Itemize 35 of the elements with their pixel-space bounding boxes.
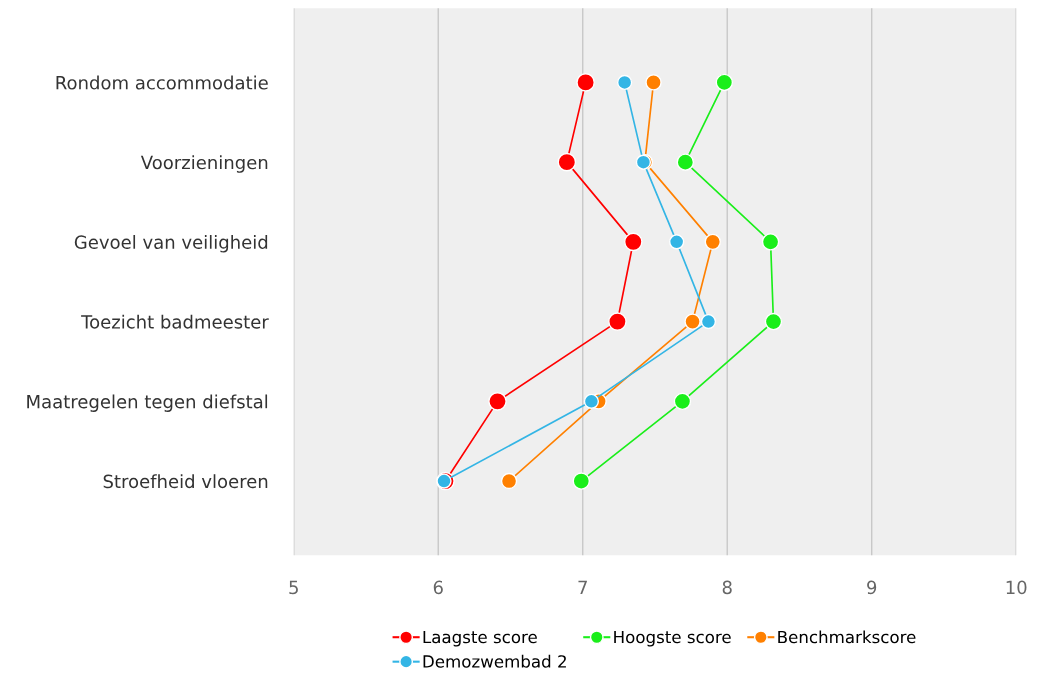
point	[645, 74, 662, 91]
point	[583, 393, 600, 409]
x-tick-label: 10	[1006, 580, 1027, 595]
y-tick-label: Maatregelen tegen diefstal	[27, 394, 268, 412]
legend-label: Laagste score	[423, 630, 537, 647]
point	[715, 73, 734, 92]
legend-label: Benchmarkscore	[778, 630, 916, 644]
y-tick-label: Gevoel van veiligheid	[74, 235, 268, 253]
point	[623, 232, 643, 252]
y-tick-label: Rondom accommodatie	[56, 75, 268, 90]
point	[684, 313, 701, 330]
point	[704, 233, 721, 251]
legend-label: Demozwembad 2	[423, 654, 566, 668]
point	[764, 312, 783, 331]
point	[500, 472, 518, 490]
point	[608, 312, 627, 331]
y-tick-label: Toezicht badmeester	[81, 314, 269, 329]
point	[616, 74, 633, 91]
point	[572, 472, 591, 490]
point	[673, 392, 692, 411]
legend-label: Hoogste score	[614, 630, 731, 647]
point	[676, 153, 695, 171]
point	[576, 73, 595, 92]
point	[669, 234, 685, 250]
point	[761, 233, 780, 251]
x-tick-label: 6	[433, 580, 443, 595]
point	[700, 313, 717, 330]
y-tick-label: Stroefheid vloeren	[103, 474, 268, 489]
y-tick-label: Voorzieningen	[140, 155, 268, 173]
x-tick-label: 8	[722, 580, 732, 595]
point	[488, 392, 507, 411]
x-tick-label: 5	[289, 580, 298, 595]
x-tick-label: 7	[578, 580, 587, 594]
point	[557, 152, 577, 172]
x-tick-label: 9	[867, 580, 877, 595]
